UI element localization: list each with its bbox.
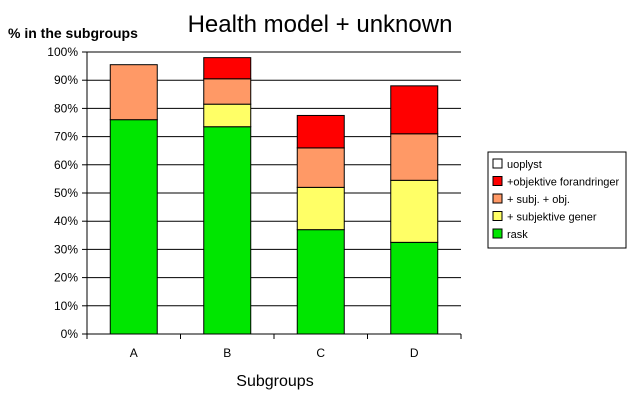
x-tick-label: B (223, 346, 231, 360)
legend-swatch (492, 176, 503, 186)
y-tick-label: 100% (47, 45, 78, 59)
legend: uoplyst +objektive forandringer + subj. + … (487, 151, 627, 249)
y-tick-label: 0% (61, 327, 79, 341)
x-tick-label: A (130, 346, 138, 360)
bar-segment (296, 229, 345, 335)
legend-box (487, 151, 627, 249)
bar-segment (296, 147, 345, 188)
chart-title: Health model + unknown (188, 11, 453, 38)
bar-segment (296, 186, 345, 231)
y-tick-label: 80% (54, 101, 78, 115)
bars (109, 57, 439, 335)
bar-segment (390, 241, 439, 335)
y-tick-label: 40% (54, 214, 78, 228)
bar-segment (296, 114, 345, 149)
axes: 0% 10% 20% 30% 40% 50% 60% 70% 80% 90% 100% A B C D (47, 45, 462, 360)
bar-segment (390, 85, 439, 135)
legend-swatch (492, 228, 503, 239)
x-axis-label: Subgroups (236, 373, 313, 390)
bar-segment (109, 64, 158, 121)
bar-segment (203, 57, 252, 80)
x-tick-label: C (316, 346, 325, 360)
bar-segment (203, 103, 252, 128)
y-tick-label: 60% (54, 158, 78, 172)
bar-segment (390, 179, 439, 243)
bar-segment (203, 126, 252, 335)
y-tick-label: 30% (54, 242, 78, 256)
bar-segment (390, 133, 439, 181)
legend-swatch (492, 211, 503, 221)
legend-label: rask (507, 229, 528, 241)
x-tick-label: D (410, 346, 419, 360)
legend-label: + subj. + obj. (507, 194, 570, 206)
y-tick-label: 10% (54, 299, 78, 313)
y-axis-label: % in the subgroups (8, 25, 138, 41)
bar-segment (203, 78, 252, 105)
bar-segment (109, 119, 158, 335)
legend-label: uoplyst (507, 159, 542, 171)
legend-swatch (492, 193, 503, 204)
legend-label: +objektive forandringer (507, 177, 620, 189)
y-tick-label: 70% (54, 130, 78, 144)
y-tick-label: 50% (54, 186, 78, 200)
legend-swatch (492, 158, 503, 169)
legend-label: + subjektive gener (507, 212, 597, 224)
y-tick-label: 90% (54, 73, 78, 87)
y-tick-label: 20% (54, 271, 78, 285)
